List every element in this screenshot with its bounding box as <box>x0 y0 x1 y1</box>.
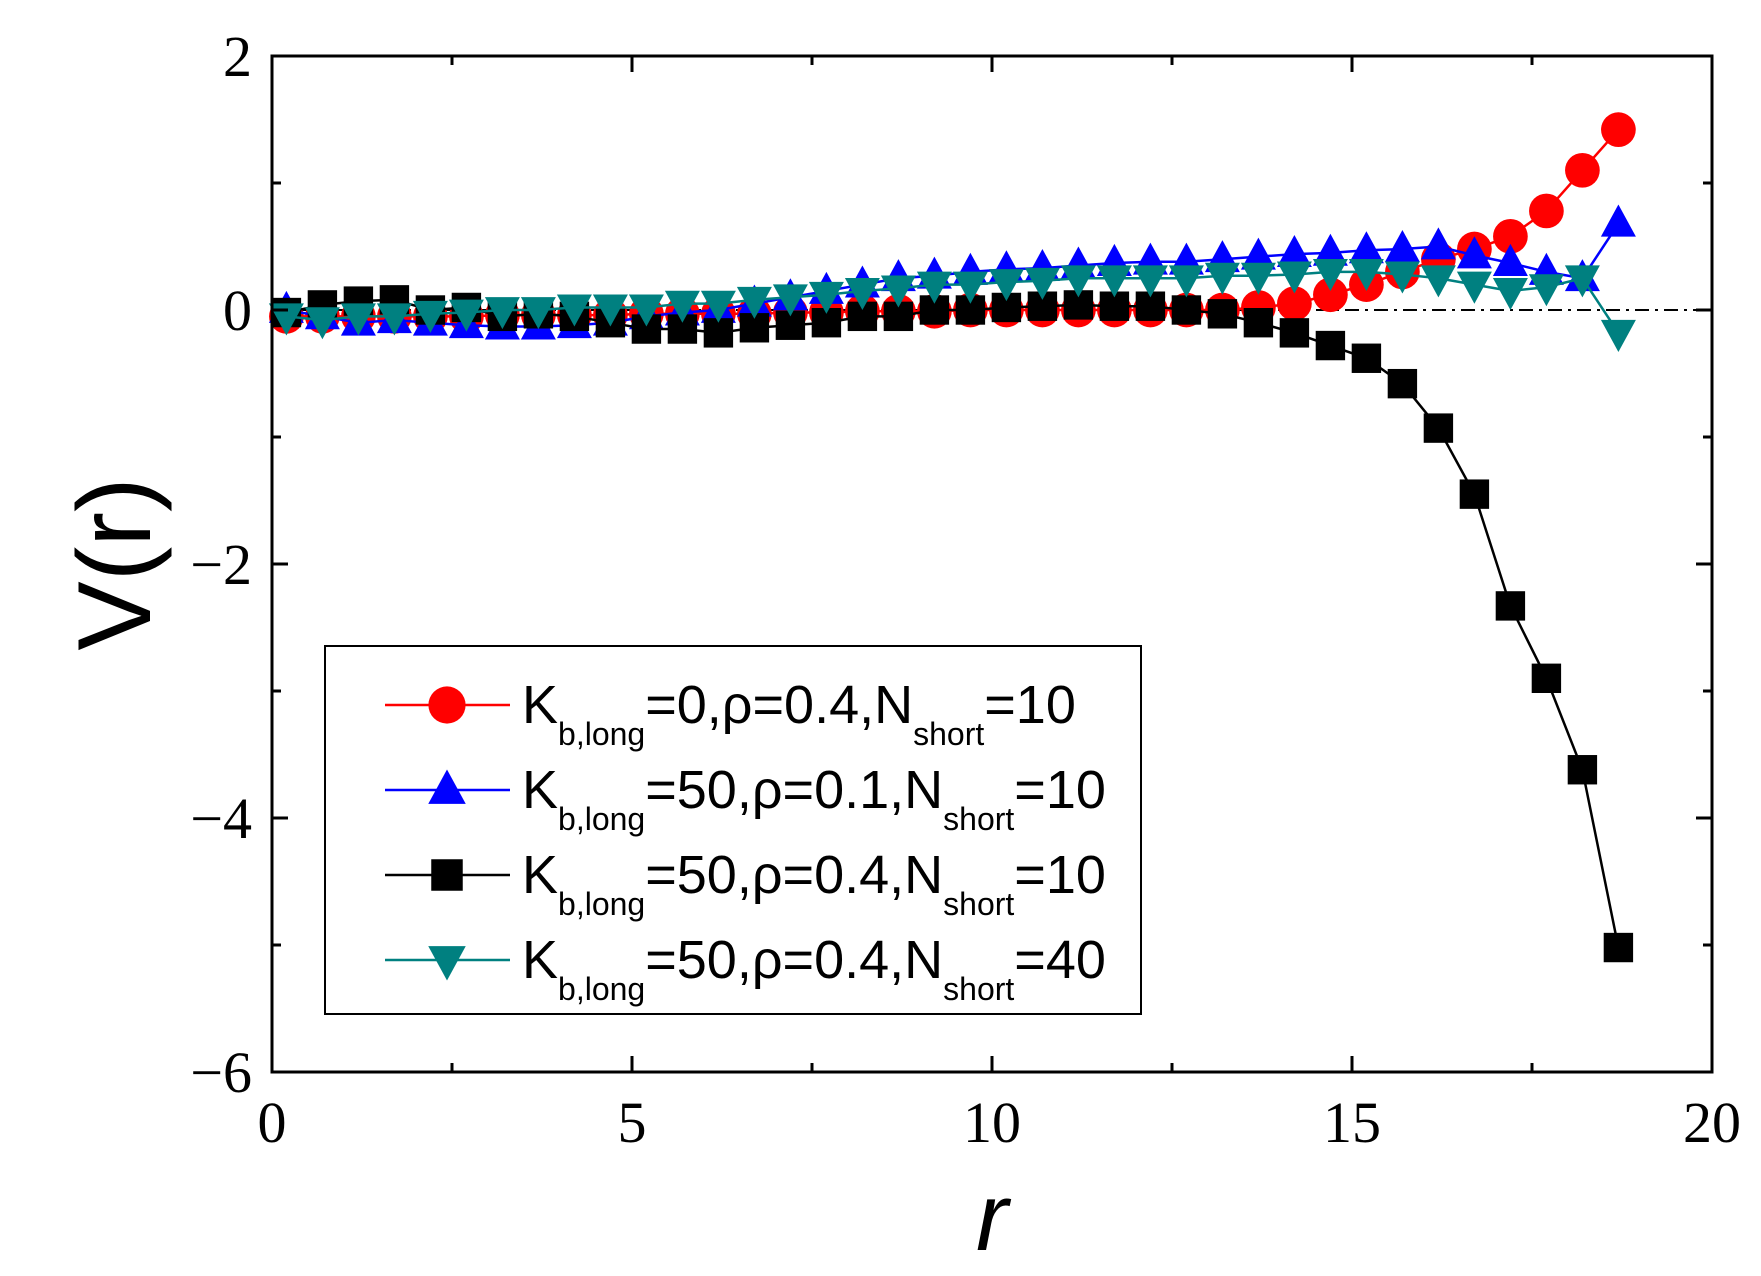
legend-marker <box>431 859 463 891</box>
legend-marker <box>428 769 466 804</box>
legend-entry: Kb,long=50,ρ=0.1,Nshort=10 <box>385 760 1106 837</box>
series-1-point <box>1601 112 1636 148</box>
series-4-point <box>1132 265 1168 298</box>
legend-label: Kb,long=0,ρ=0.4,Nshort=10 <box>522 675 1076 752</box>
series-4-point <box>340 303 376 336</box>
series-4-point <box>1492 278 1528 311</box>
series-1-line <box>286 128 1620 318</box>
series-4-point <box>916 271 952 304</box>
legend-label: Kb,long=50,ρ=0.1,Nshort=10 <box>522 760 1106 837</box>
series-4-point <box>880 275 916 308</box>
legend-marker <box>428 946 466 981</box>
legend-label: Kb,long=50,ρ=0.4,Nshort=10 <box>522 845 1106 922</box>
series-4-point <box>592 294 628 327</box>
series-4-point <box>1600 319 1636 352</box>
series-4-point <box>1312 258 1348 291</box>
series-4-point <box>844 278 880 311</box>
series-4-point <box>520 297 556 330</box>
y-tick-label: −6 <box>190 1040 252 1105</box>
series-4-point <box>1168 265 1204 298</box>
legend-marker <box>428 686 466 724</box>
series-3-point <box>1495 591 1526 621</box>
series-2-point <box>1312 233 1348 266</box>
x-tick-label: 5 <box>618 1090 647 1155</box>
series-3-point <box>1351 343 1382 373</box>
series-4-point <box>376 303 412 336</box>
series-3-point <box>703 318 734 348</box>
y-tick-label: 0 <box>223 278 252 343</box>
x-tick-label: 20 <box>1683 1090 1741 1155</box>
legend-entry: Kb,long=50,ρ=0.4,Nshort=10 <box>385 845 1106 922</box>
series-3-point <box>1279 318 1310 348</box>
series-4-point <box>736 286 772 319</box>
y-tick-label: −2 <box>190 532 252 597</box>
series-2-point <box>1600 204 1636 237</box>
series-3-point <box>1207 299 1238 329</box>
series-3-point <box>1243 308 1274 338</box>
axes: 0 5 10 15 20 −6 −4 −2 0 2 r V(r) <box>57 24 1741 1271</box>
series-4-point <box>988 269 1024 302</box>
series-4-point <box>556 294 592 327</box>
series-1-point <box>1493 218 1528 254</box>
series-3-point <box>1567 755 1598 785</box>
series-1-point <box>1313 277 1348 313</box>
series-4-point <box>952 271 988 304</box>
series-4-point <box>1456 271 1492 304</box>
series-4-point <box>484 297 520 330</box>
legend: Kb,long=0,ρ=0.4,Nshort=10 Kb,long=50,ρ=0.… <box>324 645 1142 1015</box>
series-4-point <box>1096 265 1132 298</box>
series-3-point <box>1531 663 1562 693</box>
series-4-point <box>1240 262 1276 295</box>
x-tick-label: 15 <box>1323 1090 1381 1155</box>
legend-entry: Kb,long=50,ρ=0.4,Nshort=40 <box>385 930 1106 1007</box>
series-3-point <box>1315 330 1346 361</box>
series-4-point <box>1204 262 1240 295</box>
legend-entry: Kb,long=0,ρ=0.4,Nshort=10 <box>385 675 1076 752</box>
series-4-point <box>1060 265 1096 298</box>
series-3-point <box>1387 368 1418 399</box>
series-3-point <box>1423 413 1454 443</box>
series-4-point <box>412 300 448 333</box>
series-2-point <box>1384 229 1420 262</box>
series-1-point <box>1277 286 1312 322</box>
series-4-point <box>1024 267 1060 300</box>
series-4-point <box>1348 258 1384 291</box>
y-tick-label: 2 <box>223 24 252 89</box>
series-1-point <box>1565 152 1600 188</box>
y-axis-title: V(r) <box>57 477 173 650</box>
series-4-point <box>1528 274 1564 307</box>
series-3-point <box>1603 932 1634 963</box>
series-2-point <box>1492 243 1528 276</box>
series-3-point <box>1171 295 1202 325</box>
series-4-line <box>286 270 1620 334</box>
series-4-point <box>1564 265 1600 298</box>
series-4-point <box>1384 261 1420 294</box>
series-4-point <box>448 299 484 332</box>
x-tick-label: 0 <box>258 1090 287 1155</box>
series-4-point <box>700 290 736 323</box>
series-4-point <box>664 290 700 323</box>
x-axis-title: r <box>976 1164 1012 1271</box>
series-2-point <box>1240 237 1276 270</box>
series-4-point <box>772 284 808 317</box>
series-4-point <box>628 294 664 327</box>
series-4-point <box>1420 265 1456 298</box>
series-4-point <box>808 281 844 314</box>
series-4-point <box>1276 261 1312 294</box>
series-2-point <box>1276 235 1312 268</box>
series-2-point <box>1456 236 1492 269</box>
series-1-point <box>1529 193 1564 229</box>
series-4-point <box>304 307 340 340</box>
legend-label: Kb,long=50,ρ=0.4,Nshort=40 <box>522 930 1106 1007</box>
series-3-point <box>1459 479 1490 509</box>
x-tick-label: 10 <box>963 1090 1021 1155</box>
y-tick-label: −4 <box>190 786 252 851</box>
series-2-point <box>1348 231 1384 264</box>
series-2-point <box>1420 227 1456 260</box>
